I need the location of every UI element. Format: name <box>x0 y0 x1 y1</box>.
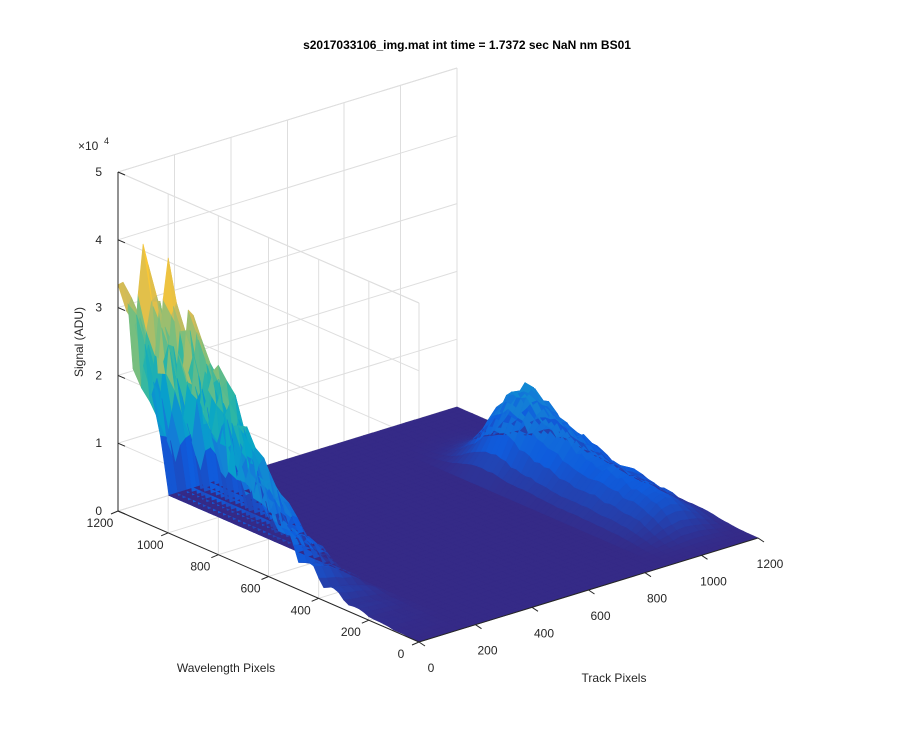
z-tick-label: 4 <box>95 233 102 247</box>
y-tick-label: 1200 <box>87 516 114 530</box>
x-tick-mark <box>701 554 708 560</box>
x-tick-mark <box>644 572 652 578</box>
box-edge <box>117 67 458 173</box>
x-tick-mark <box>757 537 765 543</box>
y-tick-label: 400 <box>291 603 311 617</box>
x-tick-label: 1000 <box>700 574 727 588</box>
x-tick-label: 0 <box>428 661 435 675</box>
x-tick-mark <box>418 641 426 647</box>
z-tick-mark <box>117 442 126 447</box>
x-tick-mark <box>588 589 595 595</box>
y-tick-mark <box>211 554 219 559</box>
y-tick-mark <box>160 532 169 537</box>
chart-title: s2017033106_img.mat int time = 1.7372 se… <box>303 38 631 52</box>
y-tick-mark <box>361 619 370 624</box>
x-tick-label: 800 <box>647 592 667 606</box>
y-tick-mark <box>110 510 119 515</box>
z-tick-label: 3 <box>95 301 102 315</box>
z-tick-mark <box>117 171 126 176</box>
grid-line <box>117 203 458 309</box>
surface-mesh <box>117 243 759 643</box>
x-tick-label: 400 <box>534 626 554 640</box>
z-tick-label: 5 <box>95 165 102 179</box>
box-edge <box>117 171 420 304</box>
z-exponent: 4 <box>104 136 109 146</box>
y-tick-mark <box>261 576 269 580</box>
y-tick-label: 600 <box>240 582 260 596</box>
grid-line <box>117 135 458 241</box>
x-tick-mark <box>475 624 482 630</box>
y-tick-label: 800 <box>190 560 210 574</box>
z-tick-mark <box>117 307 126 312</box>
z-tick-label: 2 <box>95 368 102 382</box>
y-tick-label: 1000 <box>137 538 164 552</box>
axes <box>110 171 765 647</box>
x-tick-label: 200 <box>477 644 497 658</box>
z-tick-mark <box>117 374 126 379</box>
z-tick-label: 1 <box>95 436 102 450</box>
x-tick-label: 1200 <box>757 557 784 571</box>
z-exponent-prefix: ×10 <box>78 139 99 153</box>
z-tick-mark <box>117 510 126 515</box>
z-tick-label: 0 <box>95 504 102 518</box>
z-axis-label: Signal (ADU) <box>72 307 86 377</box>
x-tick-label: 600 <box>590 609 610 623</box>
y-tick-mark <box>311 597 319 602</box>
x-axis-label: Track Pixels <box>582 671 647 685</box>
y-tick-label: 200 <box>341 625 361 639</box>
z-tick-mark <box>117 239 126 244</box>
y-tick-mark <box>411 641 420 646</box>
y-tick-label: 0 <box>398 647 405 661</box>
tick-labels: 0200400600800100012000200400600800100012… <box>87 165 784 675</box>
x-tick-mark <box>531 606 539 612</box>
y-axis-label: Wavelength Pixels <box>177 661 275 675</box>
